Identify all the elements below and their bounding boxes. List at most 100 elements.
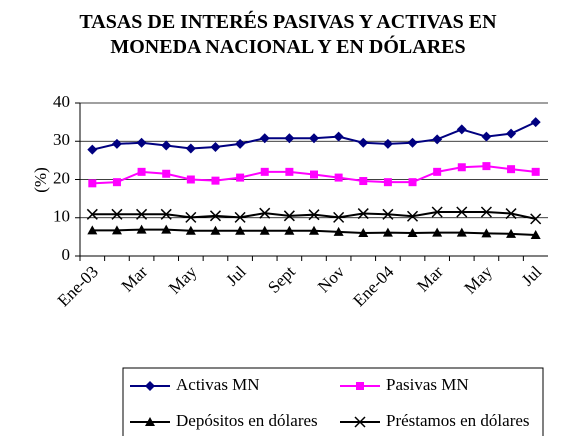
marker: [382, 208, 394, 220]
marker: [310, 170, 318, 179]
marker: [507, 165, 516, 174]
marker: [136, 224, 147, 234]
marker: [136, 137, 147, 148]
x-tick-label: Ene-03: [54, 262, 102, 310]
marker: [333, 226, 344, 236]
marker: [357, 208, 369, 220]
marker: [432, 227, 443, 237]
marker: [145, 381, 155, 391]
marker: [481, 228, 492, 238]
marker: [259, 133, 270, 144]
marker: [112, 178, 121, 187]
marker: [209, 210, 222, 222]
marker: [506, 128, 517, 139]
marker: [309, 133, 319, 144]
x-tick-label: Mar: [118, 262, 152, 296]
marker: [86, 208, 98, 220]
x-tick-label: Nov: [314, 262, 348, 296]
marker: [431, 206, 443, 218]
marker: [88, 179, 97, 188]
marker: [111, 208, 123, 220]
marker: [333, 211, 345, 223]
marker: [160, 208, 172, 220]
marker: [210, 225, 221, 235]
marker: [382, 227, 393, 237]
marker: [456, 206, 468, 218]
marker: [358, 228, 369, 238]
x-tick-label: May: [165, 262, 201, 298]
marker: [259, 225, 270, 235]
marker: [432, 134, 443, 145]
marker: [359, 177, 368, 186]
marker: [530, 117, 541, 128]
marker: [408, 178, 417, 187]
legend-box: [122, 367, 544, 436]
marker: [136, 208, 148, 220]
marker: [111, 225, 122, 235]
marker: [334, 173, 343, 182]
marker: [260, 167, 269, 176]
marker: [111, 138, 122, 149]
marker: [456, 124, 467, 135]
legend-label: Depósitos en dólares: [176, 411, 318, 430]
x-tick-label: Ene-04: [349, 262, 398, 311]
legend-label: Pasivas MN: [386, 375, 469, 394]
marker: [259, 207, 271, 219]
marker: [235, 225, 246, 235]
marker: [482, 162, 491, 171]
y-axis-label: (%): [31, 167, 50, 192]
marker: [236, 173, 245, 182]
marker: [383, 178, 392, 187]
marker: [456, 227, 467, 237]
marker: [354, 416, 366, 428]
y-tick-label: 40: [53, 92, 70, 111]
marker: [234, 211, 246, 223]
x-tick-label: Mar: [413, 262, 447, 296]
y-tick-label: 10: [53, 207, 70, 226]
x-tick-label: Jul: [518, 262, 546, 290]
marker: [308, 209, 320, 221]
chart-title: TASAS DE INTERÉS PASIVAS Y ACTIVAS EN MO…: [79, 11, 497, 58]
x-tick-label: Jul: [222, 262, 250, 290]
x-tick-label: May: [461, 262, 497, 298]
y-tick-label: 30: [53, 130, 70, 149]
marker: [284, 225, 295, 235]
marker: [161, 140, 172, 151]
marker: [433, 167, 442, 176]
marker: [505, 208, 517, 220]
marker: [358, 137, 369, 148]
marker: [210, 141, 221, 152]
marker: [407, 228, 418, 238]
y-tick-label: 20: [53, 168, 70, 187]
marker: [186, 175, 195, 184]
marker: [161, 224, 172, 234]
marker: [185, 143, 196, 154]
marker: [235, 138, 246, 149]
marker: [457, 163, 466, 172]
marker: [162, 169, 171, 178]
legend: Activas MN Pasivas MN Depósitos en dólares…: [122, 367, 544, 436]
marker: [211, 176, 220, 185]
marker: [185, 225, 196, 235]
y-tick-label: 0: [62, 245, 71, 264]
x-tick-label: Sept: [264, 262, 299, 297]
marker: [481, 131, 492, 142]
marker: [87, 225, 98, 235]
marker: [284, 133, 295, 144]
marker: [145, 417, 155, 426]
marker: [530, 229, 541, 239]
marker: [333, 131, 344, 142]
marker: [87, 144, 98, 155]
marker: [531, 167, 540, 176]
legend-label: Préstamos en dólares: [386, 411, 530, 430]
marker: [407, 137, 418, 148]
marker: [356, 382, 364, 390]
marker: [137, 167, 146, 176]
legend-label: Activas MN: [176, 375, 260, 394]
marker: [406, 210, 419, 222]
marker: [382, 138, 393, 149]
marker: [530, 213, 542, 225]
marker: [506, 228, 517, 238]
